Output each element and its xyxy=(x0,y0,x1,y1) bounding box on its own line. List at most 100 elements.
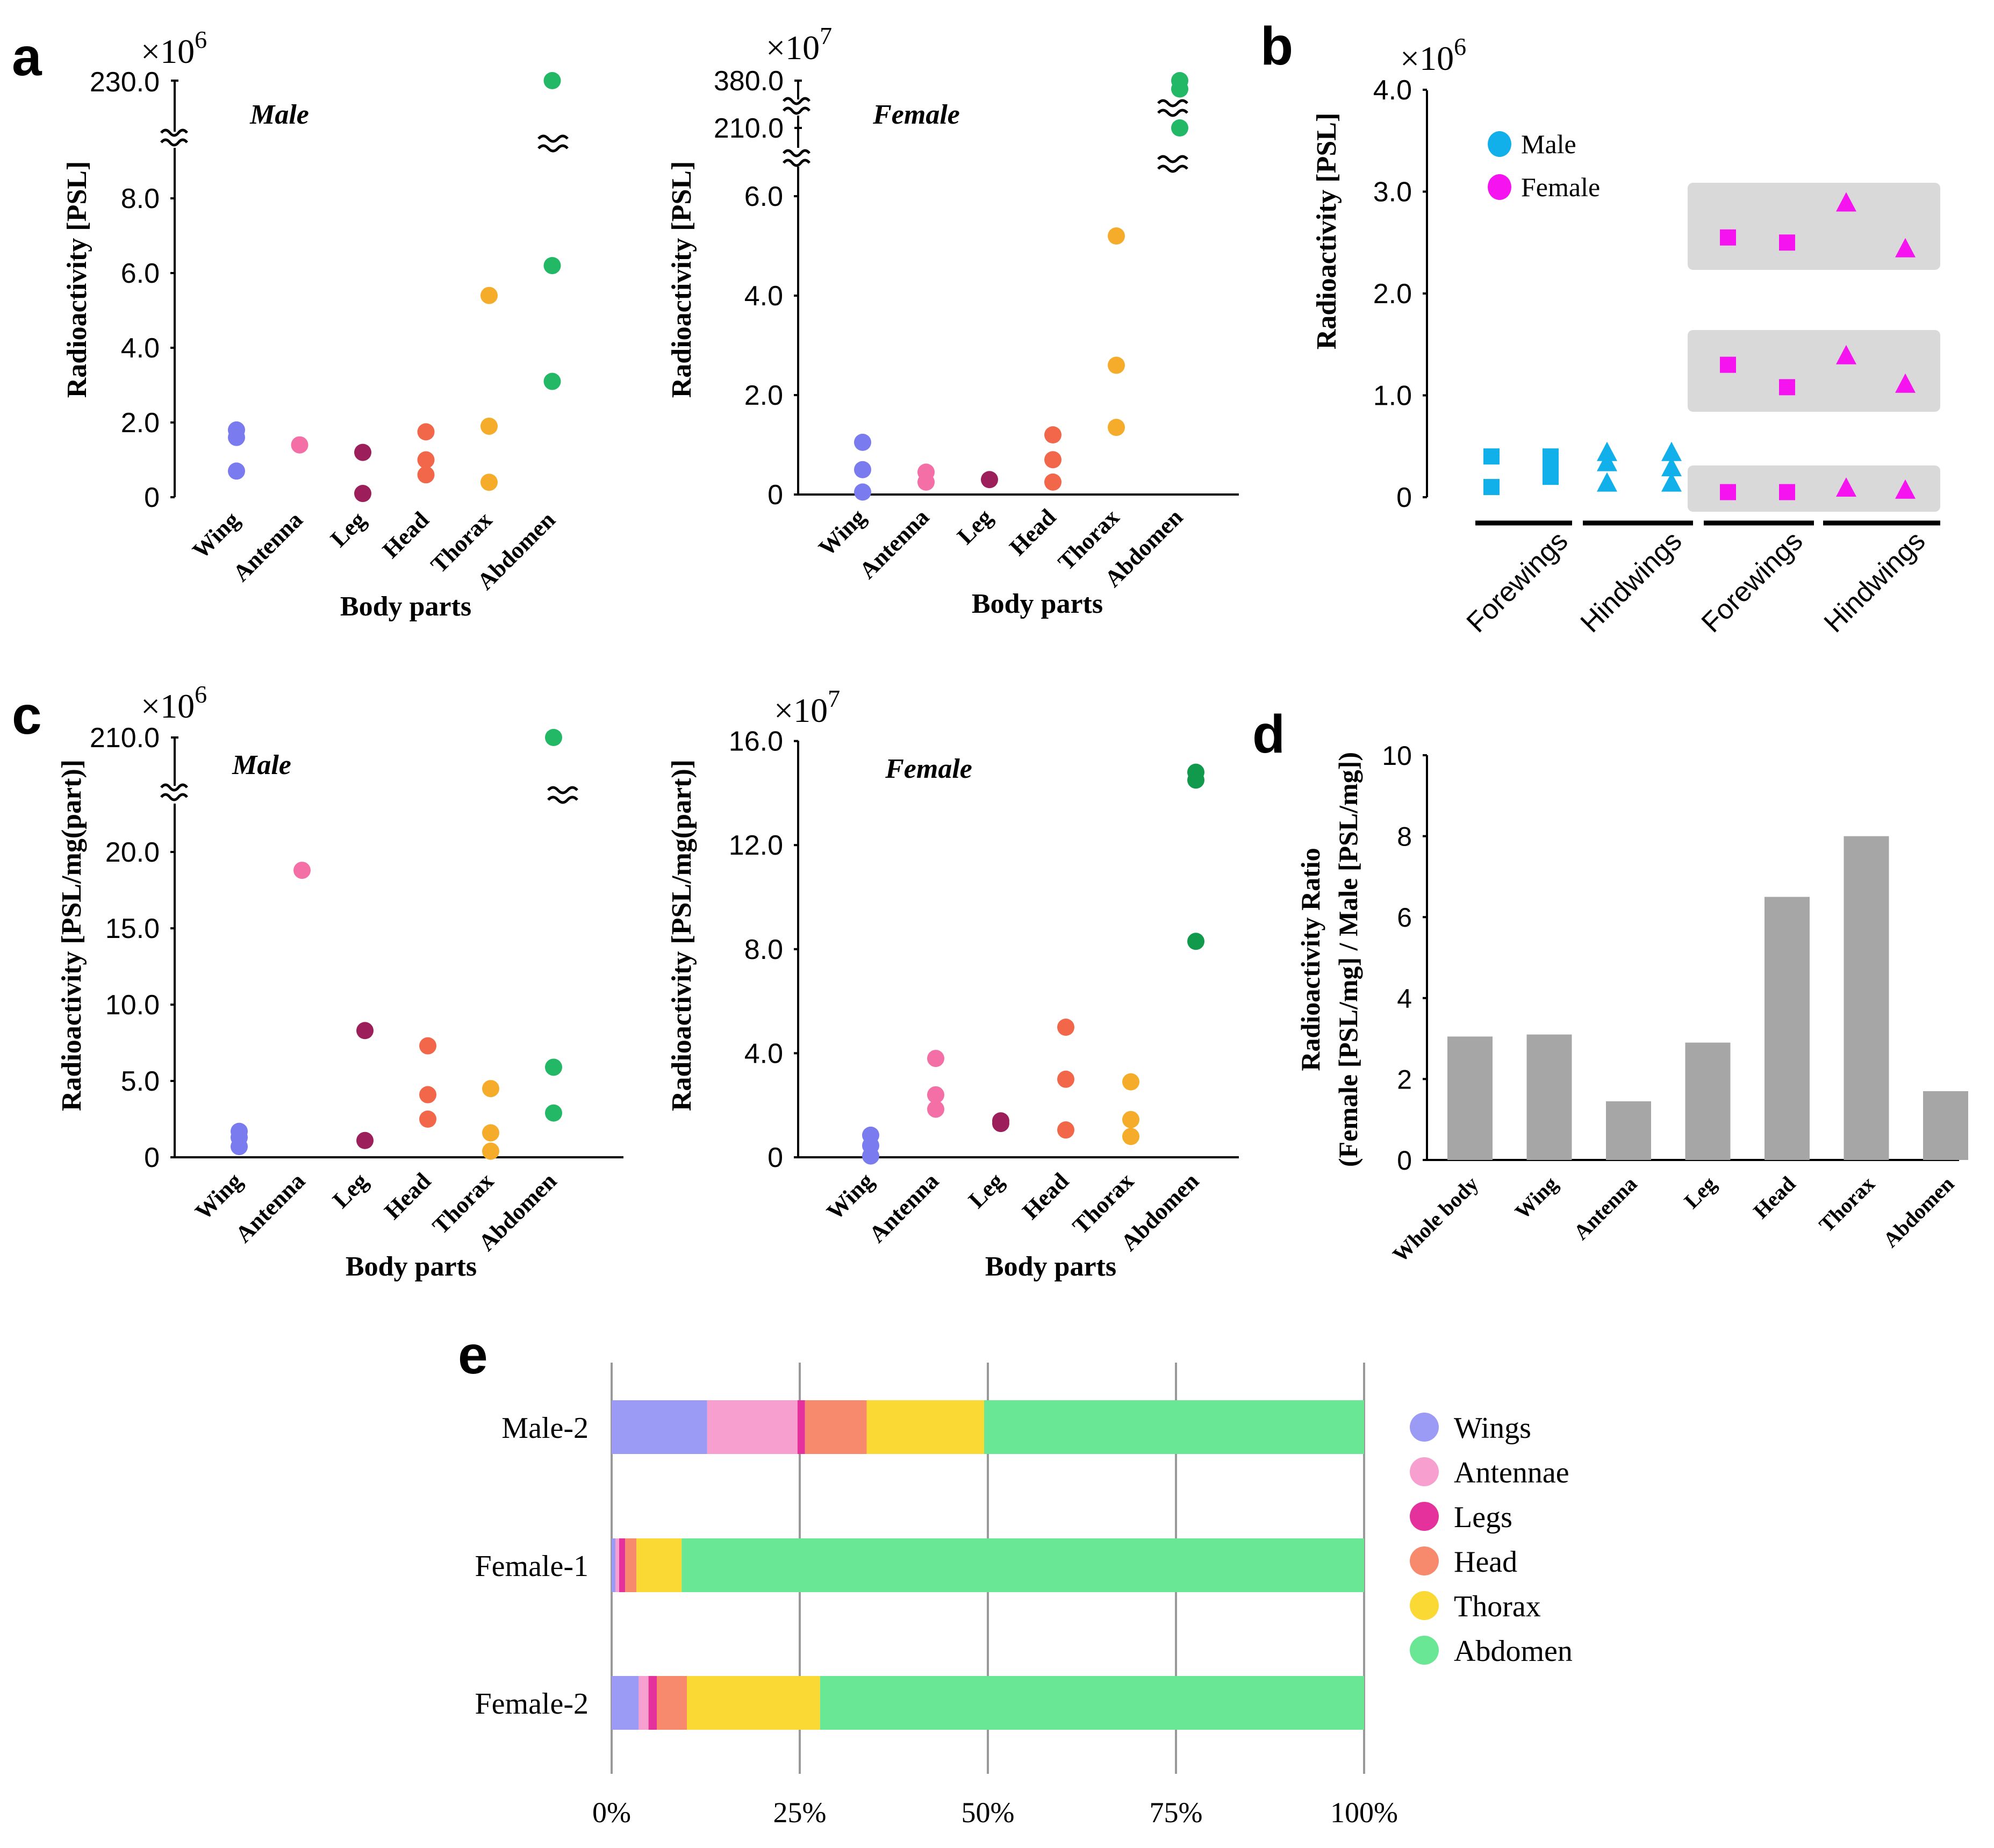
b-xtick-label: Forewings xyxy=(1696,525,1809,639)
c-male-multiplier: ×106 xyxy=(141,681,207,725)
e-legend-marker-thorax xyxy=(1410,1591,1439,1620)
c-male-point-abdomen xyxy=(545,729,562,746)
b-point-female-triangle xyxy=(1895,479,1916,499)
b-point-female-triangle xyxy=(1836,192,1856,212)
a-female-point-abdomen xyxy=(1171,119,1188,137)
d-ytick-label: 8 xyxy=(1397,822,1412,852)
a-female-point-head xyxy=(1044,426,1061,443)
a-male-ylabel: Radioactivity [PSL] xyxy=(62,161,92,398)
b-point-female-square xyxy=(1720,229,1736,246)
e-segment-legs xyxy=(797,1400,805,1454)
c-female-xtick-label: Head xyxy=(1017,1167,1074,1224)
panel-letter-b: b xyxy=(1260,16,1293,76)
c-male-point-head xyxy=(419,1037,436,1055)
d-bar-wing xyxy=(1526,1034,1572,1160)
b-point-male-triangle xyxy=(1661,441,1682,461)
b-point-female-triangle xyxy=(1836,477,1856,497)
d-ylabel-line1: Radioactivity Ratio xyxy=(1295,848,1325,1071)
e-segment-antennae xyxy=(639,1676,649,1730)
c-male-point-antenna xyxy=(293,862,311,879)
c-female-xtick-label: Antenna xyxy=(864,1167,944,1248)
e-legend-marker-antennae xyxy=(1410,1457,1439,1486)
a-male-xtick-label: Head xyxy=(377,506,434,563)
c-male-ytick-break: 210.0 xyxy=(90,722,160,754)
c-female-ylabel: Radioactivity [PSL/mg(part)] xyxy=(666,760,697,1111)
c-male-point-thorax xyxy=(482,1142,499,1160)
e-segment-wings xyxy=(612,1400,707,1454)
a-female-xtick-label: Head xyxy=(1005,504,1061,561)
b-point-female-triangle xyxy=(1895,373,1916,393)
panel-c-male-chart: ×106 210.0 0 5.0 10.0 15.0 20.0 Male Radioac… xyxy=(56,681,623,1282)
d-bar-leg xyxy=(1685,1042,1731,1160)
panel-letter-d: d xyxy=(1252,704,1285,764)
b-legend-male-label: Male xyxy=(1521,129,1576,159)
b-ytick-label: 0 xyxy=(1396,482,1412,513)
e-segment-abdomen xyxy=(984,1400,1364,1454)
c-female-xtick-label: Wing xyxy=(821,1167,879,1225)
d-ytick-label: 6 xyxy=(1397,902,1412,933)
e-legend-label-wings: Wings xyxy=(1454,1412,1531,1445)
c-female-ytick-label: 12.0 xyxy=(729,830,783,861)
e-legend-marker-legs xyxy=(1410,1502,1439,1531)
e-segment-head xyxy=(657,1676,687,1730)
d-bar-abdomen xyxy=(1923,1091,1968,1160)
c-female-point-antenna xyxy=(927,1050,944,1068)
d-xtick-label: Leg xyxy=(1679,1172,1720,1213)
a-male-point-head xyxy=(417,423,435,441)
b-group-boxes xyxy=(1688,183,1940,512)
a-female-multiplier: ×107 xyxy=(766,22,832,67)
b-point-female-square xyxy=(1779,484,1795,500)
a-male-xtick-label: Leg xyxy=(325,506,371,552)
c-male-sex-label: Male xyxy=(232,750,291,780)
a-male-point-wing xyxy=(228,428,245,446)
c-female-point-antenna xyxy=(927,1100,944,1118)
b-ytick-label: 1.0 xyxy=(1373,381,1412,412)
b-point-male-triangle xyxy=(1597,472,1617,492)
e-segment-antennae xyxy=(707,1400,798,1454)
a-female-point-thorax xyxy=(1108,419,1125,436)
b-group-box-high xyxy=(1688,183,1940,270)
b-point-male-square xyxy=(1483,448,1500,465)
c-male-point-thorax xyxy=(482,1124,499,1142)
c-female-xtick-label: Leg xyxy=(963,1167,1009,1213)
a-female-xlabel: Body parts xyxy=(972,589,1103,619)
a-female-point-abdomen xyxy=(1171,80,1188,98)
e-row-label: Female-1 xyxy=(475,1550,589,1583)
c-female-axes xyxy=(797,741,1239,1158)
d-xtick-label: Head xyxy=(1748,1172,1800,1223)
a-male-point-abdomen xyxy=(543,72,561,89)
c-female-ytick-label: 16.0 xyxy=(729,726,783,757)
b-group-box-low xyxy=(1688,465,1940,512)
b-point-male-square xyxy=(1543,469,1559,485)
d-ytick-label: 4 xyxy=(1397,984,1412,1014)
d-bar-antenna xyxy=(1606,1101,1651,1160)
e-legend-label-thorax: Thorax xyxy=(1454,1590,1541,1623)
c-male-point-leg xyxy=(356,1022,374,1040)
e-segment-legs xyxy=(619,1538,626,1592)
c-male-xlabel: Body parts xyxy=(346,1251,477,1282)
a-female-point-wing xyxy=(854,483,871,501)
a-male-ytick-label: 2.0 xyxy=(121,407,160,439)
a-female-ytick-label: 2.0 xyxy=(744,380,783,411)
a-male-ytick-label: 0 xyxy=(144,482,160,513)
c-female-ytick-label: 4.0 xyxy=(744,1038,783,1069)
c-male-ytick-label: 5.0 xyxy=(121,1066,160,1097)
b-legend-female-label: Female xyxy=(1521,172,1600,202)
panel-letter-a: a xyxy=(12,27,42,87)
panel-b-chart: ×106 0 1.0 2.0 3.0 4.0 Radioactivity [PSL] M… xyxy=(1311,33,1940,639)
e-segment-thorax xyxy=(687,1676,820,1730)
c-male-point-abdomen xyxy=(545,1104,562,1122)
a-female-xtick-label: Leg xyxy=(952,504,998,549)
a-female-point-leg xyxy=(981,471,998,489)
a-male-point-leg xyxy=(354,443,371,461)
c-female-point-head xyxy=(1057,1121,1074,1139)
panel-letter-e: e xyxy=(458,1325,488,1385)
a-male-point-antenna xyxy=(291,436,309,454)
a-male-point-leg xyxy=(354,485,371,503)
panel-a-male-chart: ×106 230.0 0 2.0 4.0 6.0 8.0 Male Radioactiv… xyxy=(62,26,569,622)
a-female-axis-break-1 xyxy=(783,97,810,115)
c-male-point-wing xyxy=(231,1138,248,1156)
c-female-point-head xyxy=(1057,1070,1074,1088)
d-bar-thorax xyxy=(1844,836,1889,1160)
